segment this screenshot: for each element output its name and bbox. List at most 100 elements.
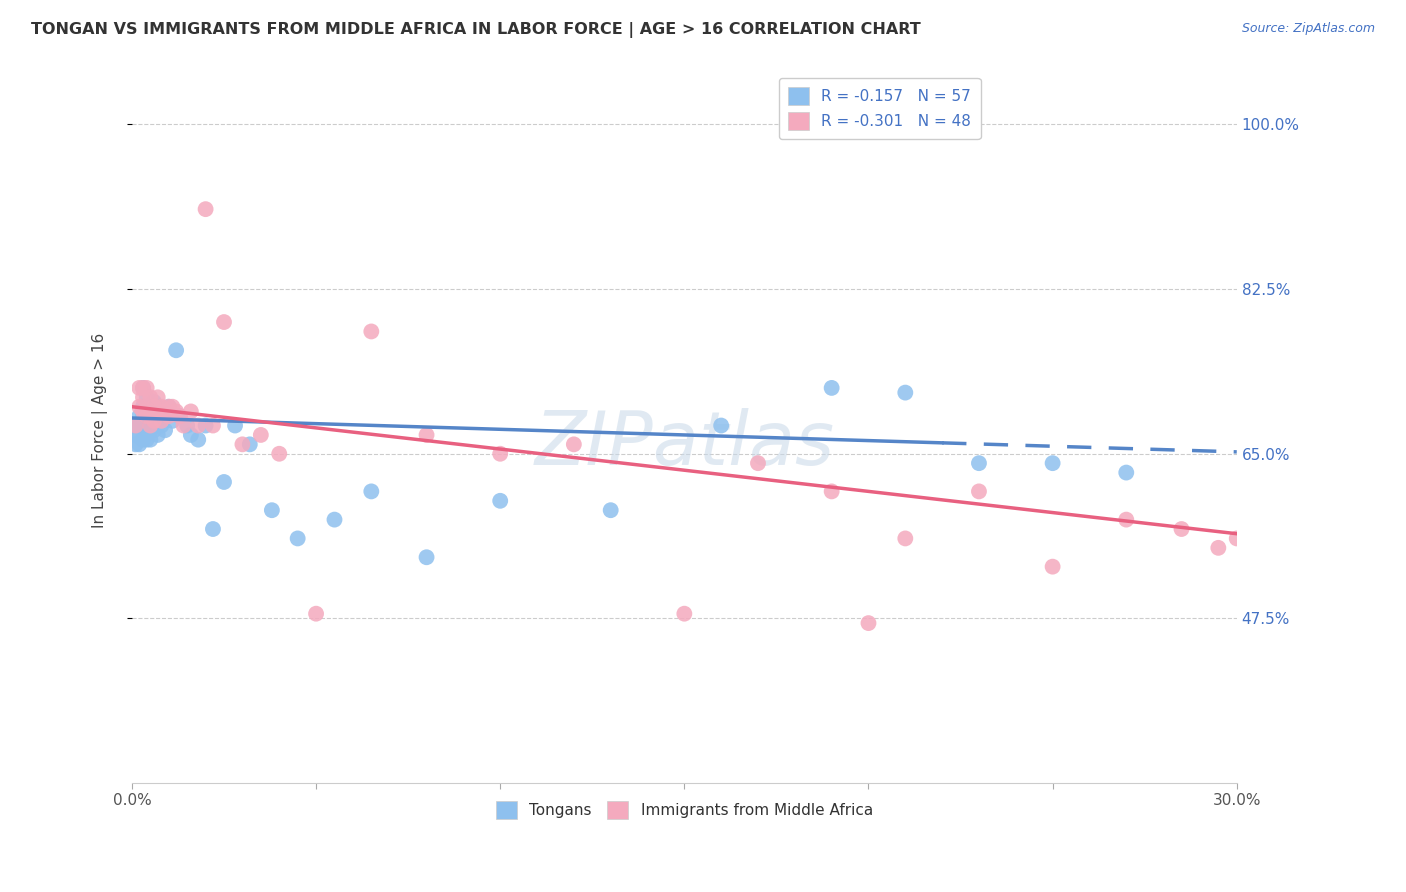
- Point: [139, 404, 162, 418]
- Point: [146, 390, 169, 404]
- Legend: Tongans, Immigrants from Middle Africa: Tongans, Immigrants from Middle Africa: [489, 795, 879, 825]
- Point: [162, 414, 184, 428]
- Point: [323, 513, 346, 527]
- Point: [139, 409, 162, 424]
- Point: [124, 418, 146, 433]
- Point: [415, 550, 437, 565]
- Y-axis label: In Labor Force | Age > 16: In Labor Force | Age > 16: [93, 333, 108, 528]
- Point: [150, 400, 173, 414]
- Point: [360, 325, 382, 339]
- Point: [858, 616, 880, 631]
- Point: [135, 414, 157, 428]
- Point: [132, 381, 155, 395]
- Point: [143, 404, 166, 418]
- Point: [157, 400, 180, 414]
- Text: TONGAN VS IMMIGRANTS FROM MIDDLE AFRICA IN LABOR FORCE | AGE > 16 CORRELATION CH: TONGAN VS IMMIGRANTS FROM MIDDLE AFRICA …: [31, 22, 921, 38]
- Point: [194, 202, 217, 216]
- Point: [747, 456, 769, 470]
- Point: [239, 437, 262, 451]
- Point: [139, 400, 162, 414]
- Point: [1208, 541, 1230, 555]
- Point: [967, 456, 990, 470]
- Point: [132, 400, 155, 414]
- Point: [194, 418, 217, 433]
- Point: [489, 493, 512, 508]
- Point: [269, 447, 291, 461]
- Point: [150, 414, 173, 428]
- Point: [1226, 532, 1249, 546]
- Point: [124, 428, 146, 442]
- Point: [128, 381, 150, 395]
- Point: [894, 532, 917, 546]
- Point: [1115, 466, 1137, 480]
- Point: [150, 418, 173, 433]
- Point: [139, 390, 162, 404]
- Point: [287, 532, 309, 546]
- Point: [132, 409, 155, 424]
- Point: [599, 503, 621, 517]
- Point: [157, 400, 180, 414]
- Point: [128, 400, 150, 414]
- Point: [150, 404, 173, 418]
- Point: [135, 404, 157, 418]
- Point: [132, 390, 155, 404]
- Point: [132, 418, 155, 433]
- Point: [415, 428, 437, 442]
- Point: [132, 404, 155, 418]
- Point: [143, 400, 166, 414]
- Point: [224, 418, 246, 433]
- Point: [562, 437, 585, 451]
- Point: [1170, 522, 1192, 536]
- Point: [139, 433, 162, 447]
- Point: [894, 385, 917, 400]
- Point: [201, 418, 224, 433]
- Point: [173, 418, 195, 433]
- Point: [124, 437, 146, 451]
- Point: [135, 381, 157, 395]
- Point: [201, 522, 224, 536]
- Point: [231, 437, 253, 451]
- Point: [157, 409, 180, 424]
- Point: [135, 423, 157, 437]
- Point: [187, 418, 209, 433]
- Text: ZIPatlas: ZIPatlas: [534, 409, 834, 481]
- Point: [153, 404, 176, 418]
- Point: [180, 404, 202, 418]
- Text: Source: ZipAtlas.com: Source: ZipAtlas.com: [1241, 22, 1375, 36]
- Point: [146, 400, 169, 414]
- Point: [132, 381, 155, 395]
- Point: [212, 315, 235, 329]
- Point: [169, 409, 191, 424]
- Point: [489, 447, 512, 461]
- Point: [187, 433, 209, 447]
- Point: [135, 433, 157, 447]
- Point: [1115, 513, 1137, 527]
- Point: [143, 414, 166, 428]
- Point: [212, 475, 235, 489]
- Point: [132, 433, 155, 447]
- Point: [124, 418, 146, 433]
- Point: [128, 409, 150, 424]
- Point: [146, 414, 169, 428]
- Point: [143, 414, 166, 428]
- Point: [165, 404, 187, 418]
- Point: [139, 423, 162, 437]
- Point: [153, 423, 176, 437]
- Point: [153, 409, 176, 424]
- Point: [260, 503, 283, 517]
- Point: [1042, 559, 1064, 574]
- Point: [162, 400, 184, 414]
- Point: [135, 409, 157, 424]
- Point: [128, 428, 150, 442]
- Point: [128, 418, 150, 433]
- Point: [180, 428, 202, 442]
- Point: [143, 423, 166, 437]
- Point: [146, 404, 169, 418]
- Point: [165, 343, 187, 358]
- Point: [710, 418, 733, 433]
- Point: [1042, 456, 1064, 470]
- Point: [146, 428, 169, 442]
- Point: [128, 437, 150, 451]
- Point: [967, 484, 990, 499]
- Point: [250, 428, 273, 442]
